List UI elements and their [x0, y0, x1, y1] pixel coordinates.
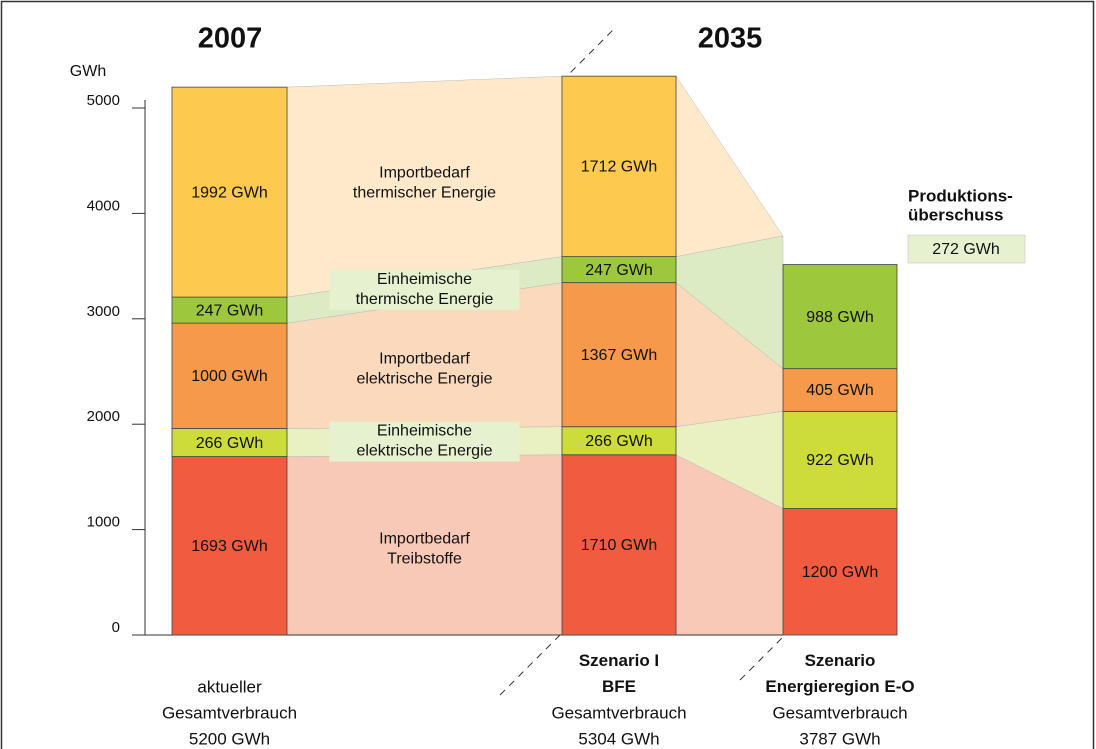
- bar-segment: [561, 454, 677, 636]
- bar-segment: [782, 368, 898, 412]
- bar-segment: [561, 282, 677, 428]
- y-tick-label: 3000: [87, 303, 120, 320]
- sublabel: Gesamtverbrauch: [772, 703, 907, 722]
- bar-segment: [561, 256, 677, 284]
- y-axis-label: GWh: [70, 63, 106, 80]
- y-tick-label: 4000: [87, 197, 120, 214]
- surplus-title: Produktions-überschuss: [908, 187, 1013, 225]
- value-label: 922 GWh: [806, 452, 874, 469]
- bar-segment: [171, 296, 288, 324]
- sublabel: Gesamtverbrauch: [162, 703, 297, 722]
- bar-segment: [782, 410, 898, 509]
- bar-segment: [561, 426, 677, 456]
- value-label: 266 GWh: [196, 435, 264, 452]
- value-label: 1710 GWh: [581, 537, 657, 554]
- total-label: 5200 GWh: [189, 729, 270, 748]
- value-label: 1367 GWh: [581, 347, 657, 364]
- surplus-box: [907, 234, 1026, 264]
- year-header: 2007: [198, 23, 263, 55]
- series-label-box: [329, 269, 520, 310]
- y-tick-label: 0: [112, 619, 120, 636]
- value-label: 1200 GWh: [802, 564, 878, 581]
- series-label: Importbedarf elektrische Energie: [356, 350, 492, 387]
- value-label: 405 GWh: [806, 382, 874, 399]
- y-tick-label: 2000: [87, 408, 120, 425]
- bar-segment: [782, 508, 898, 636]
- total-label: 3787 GWh: [799, 729, 880, 748]
- bar-segment: [171, 86, 288, 298]
- bar-segment: [171, 322, 288, 429]
- category-label: Szenario I BFE: [579, 651, 659, 696]
- bar-segment: [561, 75, 677, 258]
- value-label: 247 GWh: [585, 262, 653, 279]
- value-label: 266 GWh: [585, 433, 653, 450]
- surplus-value: 272 GWh: [932, 241, 1000, 258]
- value-label: 1693 GWh: [191, 538, 267, 555]
- series-label: Einheimische thermische Energie: [356, 271, 494, 308]
- category-label: aktueller: [197, 677, 262, 696]
- category-label: Szenario Energieregion E-O: [765, 651, 914, 696]
- value-label: 1712 GWh: [581, 159, 657, 176]
- sublabel: Gesamtverbrauch: [551, 703, 686, 722]
- series-label-box: [329, 421, 520, 462]
- value-label: 1000 GWh: [191, 368, 267, 385]
- y-tick-label: 5000: [87, 92, 120, 109]
- bar-segment: [782, 264, 898, 370]
- total-label: 5304 GWh: [578, 729, 659, 748]
- value-label: 1992 GWh: [191, 184, 267, 201]
- series-label: Einheimische elektrische Energie: [356, 423, 492, 460]
- value-label: 247 GWh: [196, 302, 264, 319]
- value-label: 988 GWh: [806, 309, 874, 326]
- y-tick-label: 1000: [87, 514, 120, 531]
- year-header: 2035: [698, 23, 763, 55]
- series-label: Importbedarf Treibstoffe: [379, 531, 470, 568]
- bar-segment: [171, 456, 288, 636]
- bar-segment: [171, 428, 288, 457]
- series-label: Importbedarf thermischer Energie: [353, 164, 496, 201]
- flow: [675, 75, 784, 257]
